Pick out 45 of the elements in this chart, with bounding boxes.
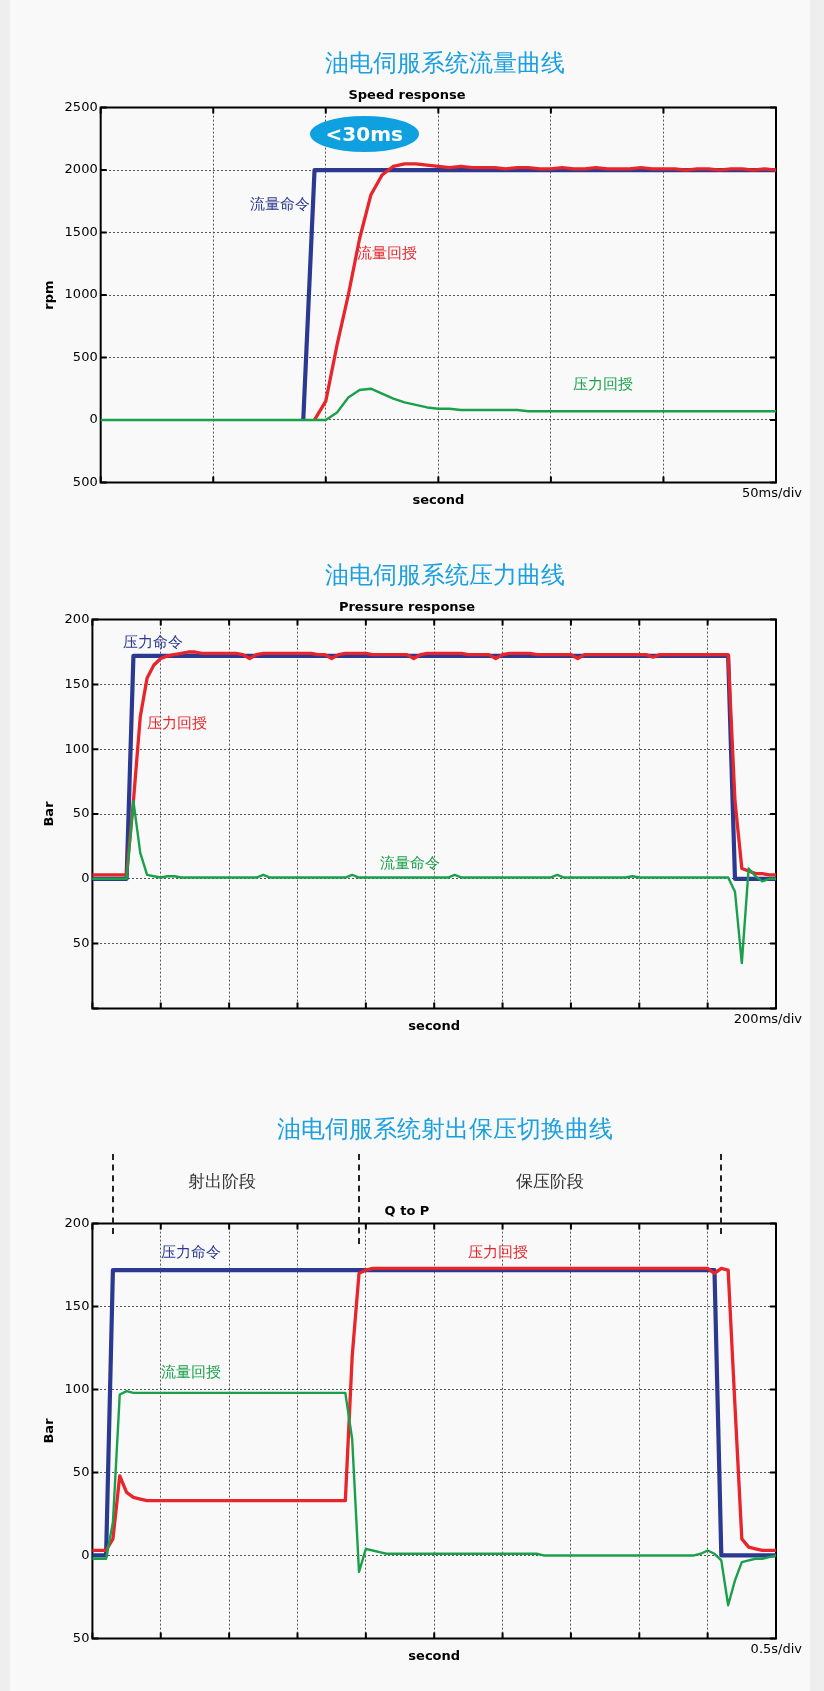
series-label: 流量回授	[357, 243, 418, 262]
y-tick-label: 0	[81, 870, 90, 886]
y-tick-label: 200	[64, 610, 90, 626]
y-tick-label: 50	[72, 1463, 90, 1479]
series-label: 压力回授	[573, 374, 634, 393]
y-axis-title: Bar	[41, 1417, 57, 1444]
chart-title: 油电伺服系统流量曲线	[324, 48, 566, 79]
y-tick-label: 150	[64, 1297, 90, 1313]
y-tick-label: 2000	[64, 161, 98, 177]
x-axis-title: second	[408, 1017, 461, 1033]
y-tick-label: 500	[72, 473, 98, 489]
x-axis-title: second	[412, 491, 465, 507]
text: 保压阶段	[516, 1170, 585, 1194]
y-tick-label: 50	[72, 934, 90, 950]
chart-subtitle: Pressure response	[338, 599, 476, 615]
y-tick-label: 150	[64, 675, 90, 691]
y-tick-label: 1500	[64, 223, 98, 239]
text: 射出阶段	[188, 1170, 257, 1194]
y-tick-label: 2500	[64, 98, 98, 114]
series-label: 压力回授	[147, 714, 208, 733]
text: 0.5s/div	[750, 1640, 803, 1656]
series-label: 压力回授	[468, 1242, 529, 1261]
y-axis-title: Bar	[41, 800, 57, 827]
y-tick-label: 1000	[64, 286, 98, 302]
chart-subtitle: Speed response	[348, 87, 466, 103]
chart-subtitle: Q to P	[384, 1203, 430, 1219]
series-label: 压力命令	[123, 632, 184, 651]
text: 200ms/div	[733, 1010, 803, 1026]
y-tick-label: 50	[72, 1629, 90, 1645]
y-tick-label: 200	[64, 1214, 90, 1230]
x-axis-title: second	[408, 1647, 461, 1663]
y-tick-label: 0	[81, 1546, 90, 1562]
y-tick-label: 100	[64, 740, 90, 756]
chart-title: 油电伺服系统射出保压切换曲线	[276, 1114, 614, 1145]
y-tick-label: 500	[72, 348, 98, 364]
y-tick-label: 100	[64, 1380, 90, 1396]
chart-title: 油电伺服系统压力曲线	[324, 560, 566, 591]
series-label: 压力命令	[160, 1242, 221, 1261]
y-tick-label: 0	[89, 411, 98, 427]
series-label: 流量回授	[160, 1362, 221, 1381]
y-tick-label: 50	[72, 805, 90, 821]
series-label: 流量命令	[250, 194, 311, 213]
series-label: 流量命令	[379, 854, 440, 873]
y-axis-title: rpm	[41, 280, 57, 310]
text: 50ms/div	[742, 484, 803, 500]
